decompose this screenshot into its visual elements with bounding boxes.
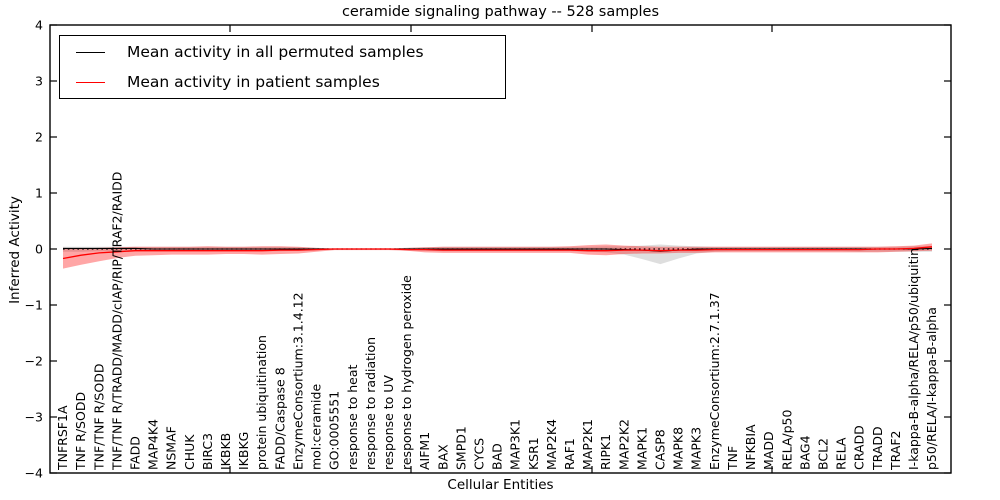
y-axis-label: Inferred Activity (7, 196, 23, 304)
x-category-label: MAP2K2 (616, 419, 631, 470)
x-category-label: TRADD (870, 426, 885, 471)
x-category-label: CYCS (472, 438, 487, 470)
y-tick-label: 0 (35, 241, 43, 256)
x-category-label: RELA/p50 (779, 410, 794, 470)
x-category-label: response to UV (381, 375, 396, 470)
y-tick-label: −3 (25, 409, 43, 424)
x-axis-label: Cellular Entities (447, 477, 554, 493)
x-category-label: CHUK (182, 434, 197, 470)
x-category-label: CRADD (852, 425, 867, 470)
x-category-label: MAP4K4 (146, 419, 161, 470)
y-tick-label: 1 (35, 185, 43, 200)
x-category-label: RIPK1 (598, 434, 613, 470)
x-category-label: MAPK8 (671, 427, 686, 470)
y-tick-label: −2 (25, 353, 43, 368)
legend-item-permuted: Mean activity in all permuted samples (60, 37, 505, 67)
x-category-label: RAF1 (562, 438, 577, 470)
x-category-label: TNF R/SODD (73, 392, 88, 471)
x-category-label: BCL2 (816, 438, 831, 470)
legend-label-permuted: Mean activity in all permuted samples (127, 43, 424, 61)
x-category-label: TRAF2 (888, 430, 903, 471)
x-category-label: SMPD1 (453, 426, 468, 470)
legend-item-patient: Mean activity in patient samples (60, 67, 505, 97)
x-category-label: protein ubiquitination (254, 335, 269, 470)
patient-band (63, 243, 932, 269)
legend-label-patient: Mean activity in patient samples (127, 73, 380, 91)
x-category-label: BAX (435, 444, 450, 470)
x-category-label: NFKBIA (743, 424, 758, 470)
x-category-label: CASP8 (653, 429, 668, 470)
x-category-label: BAG4 (797, 435, 812, 470)
x-category-label: MAP2K1 (580, 419, 595, 470)
x-category-label: MAPK1 (634, 427, 649, 470)
x-category-label: GO:0005551 (327, 391, 342, 470)
x-category-label: TNF/TNF R/SODD (91, 364, 106, 471)
permuted-line-swatch (76, 51, 105, 53)
x-category-label: IKBKG (236, 432, 251, 470)
x-category-label: p50/RELA/I-kappa-B-alpha (924, 307, 939, 470)
x-category-label: EnzymeConsortium:3.1.4.12 (291, 292, 306, 470)
x-category-label: TNFRSF1A (55, 405, 70, 471)
y-tick-label: 2 (35, 129, 43, 144)
chart-title: ceramide signaling pathway -- 528 sample… (341, 4, 660, 20)
x-category-label: BIRC3 (200, 433, 215, 470)
x-category-label: MADD (761, 431, 776, 470)
x-category-label: TNF (725, 446, 740, 471)
y-tick-label: 4 (35, 17, 43, 32)
x-category-label: TNF/TNF R/TRADD/MADD/cIAP/RIP/TRAF2/RAID… (109, 172, 124, 471)
x-category-label: RELA (834, 437, 849, 470)
x-category-label: response to hydrogen peroxide (399, 275, 414, 470)
x-category-label: AIFM1 (417, 432, 432, 470)
x-category-label: MAPK3 (689, 427, 704, 470)
x-category-label: FADD/Caspase 8 (272, 367, 287, 470)
x-category-label: MAP2K4 (544, 419, 559, 470)
x-category-label: EnzymeConsortium:2.7.1.37 (707, 292, 722, 470)
x-category-label: IKBKB (218, 433, 233, 470)
x-category-label: BAD (490, 443, 505, 470)
y-tick-label: −4 (25, 465, 43, 480)
patient-mean-line (62, 246, 933, 260)
x-category-label: MAP3K1 (508, 419, 523, 470)
x-category-label: FADD (128, 436, 143, 470)
x-category-label: response to heat (345, 364, 360, 470)
x-category-label: KSR1 (526, 437, 541, 470)
y-tick-label: −1 (25, 297, 43, 312)
x-category-label: I-kappa-B-alpha/RELA/p50/ubiquitin (906, 248, 921, 470)
x-category-label: mol:ceramide (309, 384, 324, 470)
legend: Mean activity in all permuted samples Me… (59, 35, 506, 99)
patient-line-swatch (76, 81, 105, 83)
x-category-label: response to radiation (363, 337, 378, 470)
x-category-label: NSMAF (164, 426, 179, 470)
y-tick-label: 3 (35, 73, 43, 88)
